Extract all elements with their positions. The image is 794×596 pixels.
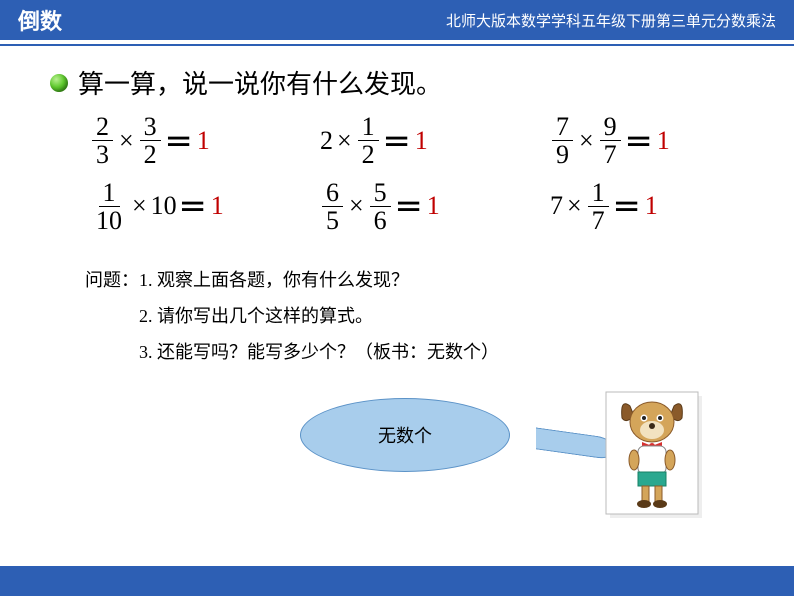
question-3: 3. 还能写吗？能写多少个？（板书：无数个） [85, 334, 754, 370]
answer: 1 [427, 191, 440, 221]
integer: 10 [151, 191, 177, 221]
equation-4: 110×10＝1 [90, 179, 320, 235]
page-title: 倒数 [18, 4, 62, 36]
content-area: 算一算，说一说你有什么发现。 23×32＝12×12＝179×97＝1110×1… [0, 46, 794, 370]
dog-character-icon [602, 388, 702, 533]
question-2-text: 2. 请你写出几个这样的算式。 [139, 306, 373, 326]
header-subtitle: 北师大版本数学学科五年级下册第三单元分数乘法 [446, 10, 776, 31]
speech-bubble: 无数个 [300, 398, 510, 472]
fraction: 79 [552, 113, 573, 169]
footer-bar [0, 566, 794, 596]
answer: 1 [415, 126, 428, 156]
fraction: 12 [358, 113, 379, 169]
question-label: 问题： [85, 270, 139, 290]
equation-5: 65×56＝1 [320, 179, 550, 235]
question-3-text: 3. 还能写吗？能写多少个？（板书：无数个） [139, 342, 499, 362]
questions-block: 问题：1. 观察上面各题，你有什么发现？ 2. 请你写出几个这样的算式。 3. … [85, 262, 754, 370]
integer: 2 [320, 126, 333, 156]
instruction-row: 算一算，说一说你有什么发现。 [50, 64, 754, 101]
equals-sign: ＝ [165, 121, 193, 161]
bubble-text: 无数个 [378, 422, 432, 448]
equation-1: 23×32＝1 [90, 113, 320, 169]
fraction: 32 [140, 113, 161, 169]
answer: 1 [211, 191, 224, 221]
instruction-text: 算一算，说一说你有什么发现。 [78, 64, 442, 101]
operator: × [579, 126, 594, 156]
operator: × [132, 191, 147, 221]
fraction: 23 [92, 113, 113, 169]
fraction: 17 [588, 179, 609, 235]
question-1-text: 1. 观察上面各题，你有什么发现？ [139, 270, 409, 290]
bullet-icon [50, 74, 68, 92]
equals-sign: ＝ [625, 121, 653, 161]
answer: 1 [197, 126, 210, 156]
question-2: 2. 请你写出几个这样的算式。 [85, 298, 754, 334]
equation-6: 7×17＝1 [550, 179, 770, 235]
answer: 1 [657, 126, 670, 156]
integer: 7 [550, 191, 563, 221]
operator: × [349, 191, 364, 221]
header-bar: 倒数 北师大版本数学学科五年级下册第三单元分数乘法 [0, 0, 794, 40]
equals-sign: ＝ [395, 186, 423, 226]
speech-bubble-container: 无数个 [300, 398, 510, 472]
answer: 1 [645, 191, 658, 221]
equals-sign: ＝ [383, 121, 411, 161]
fraction: 97 [600, 113, 621, 169]
equation-3: 79×97＝1 [550, 113, 770, 169]
fraction: 110 [92, 179, 126, 235]
equals-sign: ＝ [179, 186, 207, 226]
operator: × [567, 191, 582, 221]
equation-grid: 23×32＝12×12＝179×97＝1110×10＝165×56＝17×17＝… [90, 113, 754, 234]
equation-2: 2×12＝1 [320, 113, 550, 169]
fraction: 65 [322, 179, 343, 235]
operator: × [337, 126, 352, 156]
operator: × [119, 126, 134, 156]
equals-sign: ＝ [613, 186, 641, 226]
fraction: 56 [370, 179, 391, 235]
question-1: 问题：1. 观察上面各题，你有什么发现？ [85, 262, 754, 298]
